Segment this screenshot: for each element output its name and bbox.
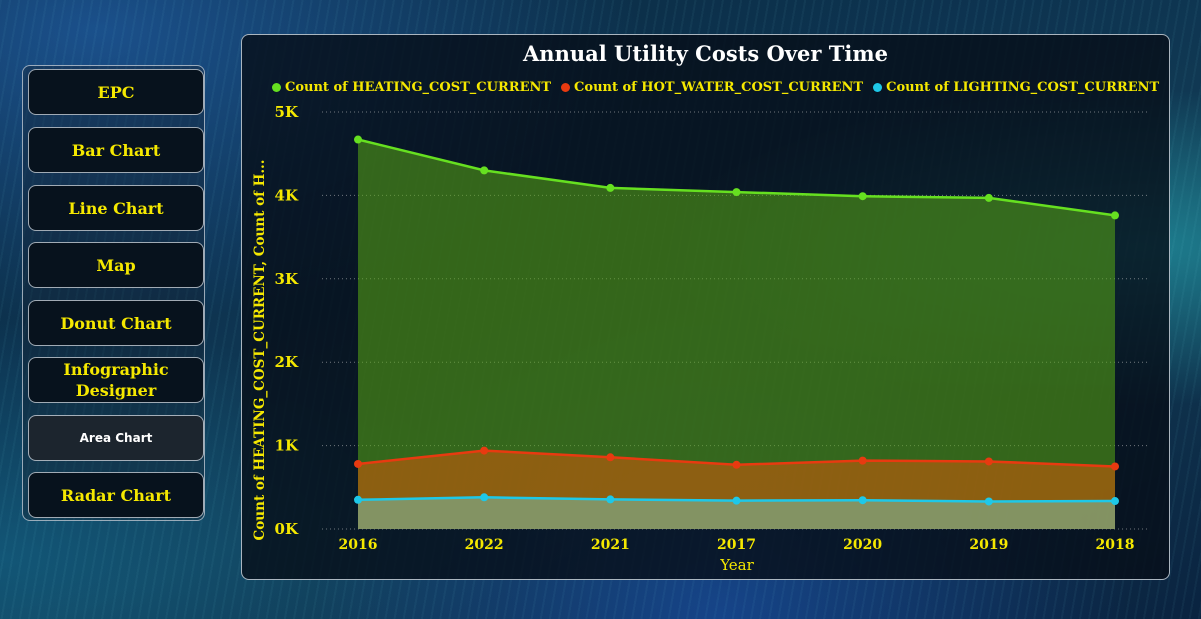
y-tick-label: 2K	[275, 353, 299, 371]
x-tick-label: 2019	[969, 537, 1008, 553]
data-point-lighting	[732, 496, 741, 505]
chart-panel: Annual Utility Costs Over Time Count of …	[241, 34, 1170, 580]
legend-label-hot-water: Count of HOT_WATER_COST_CURRENT	[574, 79, 864, 95]
nav-infographic-designer-button[interactable]: Infographic Designer	[28, 357, 204, 403]
data-point-heating	[858, 192, 867, 201]
y-tick-label: 0K	[275, 520, 299, 538]
legend-item-hot-water[interactable]: Count of HOT_WATER_COST_CURRENT	[561, 80, 863, 95]
data-point-lighting	[480, 493, 489, 502]
chart-legend: Count of HEATING_COST_CURRENT Count of H…	[272, 78, 1159, 96]
y-axis-label: Count of HEATING_COST_CURRENT, Count of …	[252, 160, 268, 541]
data-point-hot-water	[732, 460, 741, 469]
nav-donut-chart-button[interactable]: Donut Chart	[28, 300, 204, 346]
x-tick-label: 2018	[1096, 537, 1135, 553]
x-tick-label: 2021	[591, 537, 630, 553]
data-point-heating	[354, 135, 362, 144]
data-point-hot-water	[354, 459, 362, 468]
legend-label-lighting: Count of LIGHTING_COST_CURRENT	[886, 79, 1160, 95]
legend-marker-lighting	[873, 82, 883, 92]
nav-bar-chart-button[interactable]: Bar Chart	[28, 127, 204, 173]
y-tick-label: 4K	[275, 186, 299, 204]
data-point-heating	[1111, 211, 1119, 220]
data-point-hot-water	[1111, 462, 1119, 471]
legend-marker-hot-water	[561, 82, 571, 92]
data-point-hot-water	[480, 446, 489, 455]
x-tick-label: 2017	[717, 537, 756, 553]
nav-line-chart-button[interactable]: Line Chart	[28, 185, 204, 231]
data-point-hot-water	[858, 456, 867, 465]
x-tick-label: 2022	[465, 537, 504, 553]
data-point-lighting	[606, 495, 615, 504]
nav-radar-chart-button[interactable]: Radar Chart	[28, 472, 204, 518]
sidebar-nav: EPC Bar Chart Line Chart Map Donut Chart…	[22, 65, 205, 521]
legend-label-heating: Count of HEATING_COST_CURRENT	[285, 79, 552, 95]
data-point-lighting	[1111, 497, 1119, 506]
data-point-heating	[606, 183, 615, 192]
legend-item-lighting[interactable]: Count of LIGHTING_COST_CURRENT	[873, 80, 1159, 95]
chart-title: Annual Utility Costs Over Time	[523, 41, 888, 66]
area-lighting	[358, 497, 1115, 529]
nav-map-button[interactable]: Map	[28, 242, 204, 288]
area-chart-svg: 0K 1K 2K 3K 4K 5K 2016 2022 2021 2017 2020 2019 201…	[252, 103, 1149, 574]
data-point-lighting	[354, 495, 362, 504]
area-hot-water	[358, 450, 1115, 529]
data-point-lighting	[984, 497, 993, 506]
data-point-hot-water	[984, 457, 993, 466]
y-tick-label: 1K	[275, 437, 299, 455]
nav-area-chart-button[interactable]: Area Chart	[28, 415, 204, 461]
data-point-hot-water	[606, 453, 615, 462]
nav-epc-button[interactable]: EPC	[28, 69, 204, 115]
data-point-heating	[984, 193, 993, 202]
legend-item-heating[interactable]: Count of HEATING_COST_CURRENT	[272, 80, 551, 95]
y-tick-label: 3K	[275, 270, 299, 288]
legend-marker-heating	[272, 82, 281, 92]
x-tick-label: 2020	[843, 537, 882, 553]
data-point-lighting	[858, 496, 867, 505]
x-axis-label: Year	[719, 556, 754, 574]
data-point-heating	[732, 188, 741, 197]
x-tick-label: 2016	[339, 537, 378, 553]
y-tick-label: 5K	[275, 103, 299, 121]
area-heating	[358, 139, 1115, 529]
data-point-heating	[480, 166, 489, 175]
